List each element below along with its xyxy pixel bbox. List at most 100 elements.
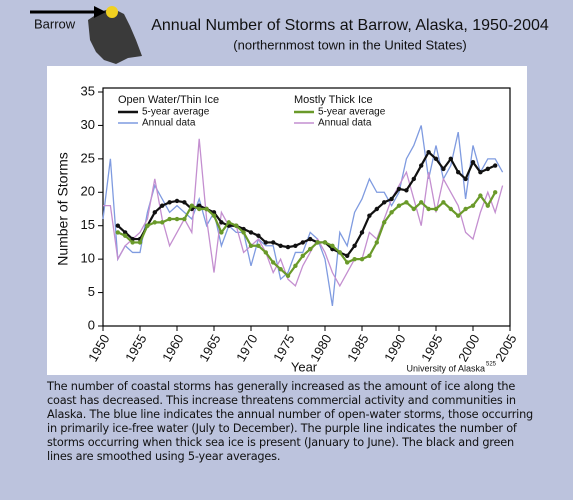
legend-label: 5-year average <box>142 107 210 118</box>
series-marker <box>308 236 313 242</box>
series-marker <box>389 210 394 215</box>
legend-group-title: Open Water/Thin Ice <box>118 94 219 106</box>
series-marker <box>485 203 490 208</box>
series-marker <box>485 166 490 172</box>
series-marker <box>374 206 379 212</box>
caption: The number of coastal storms has general… <box>47 380 534 463</box>
series-line <box>117 150 496 258</box>
series-marker <box>367 213 372 218</box>
series-marker <box>278 266 283 272</box>
series-marker <box>256 243 261 248</box>
location-label: Barrow <box>34 16 76 31</box>
series-line <box>117 191 497 278</box>
y-tick-label: 10 <box>81 251 95 266</box>
series-marker <box>419 200 424 205</box>
series-marker <box>285 244 291 250</box>
series-marker <box>219 230 224 235</box>
series-line <box>102 125 504 307</box>
series-marker <box>241 230 246 235</box>
series-marker <box>337 250 342 255</box>
series-marker <box>256 233 261 238</box>
series-marker <box>404 200 409 205</box>
series-marker <box>330 243 335 248</box>
arrow-head <box>94 6 106 18</box>
series-marker <box>300 253 305 258</box>
series-marker <box>204 206 209 212</box>
series-marker <box>367 253 372 258</box>
series-marker <box>448 206 453 212</box>
series-marker <box>426 206 431 212</box>
series-marker <box>293 243 298 248</box>
chart-subtitle: (northernmost town in the United States) <box>233 37 466 52</box>
chart: Barrow Annual Number of Storms at Barrow… <box>30 6 549 375</box>
series-marker <box>137 240 143 245</box>
series-marker <box>426 149 431 155</box>
legend-label: 5-year average <box>318 107 386 118</box>
series-marker <box>197 206 202 212</box>
series-marker <box>115 223 121 228</box>
chart-panel <box>47 66 527 375</box>
source-number: 525 <box>486 362 497 368</box>
series-marker <box>478 193 483 198</box>
series-marker <box>219 220 224 225</box>
chart-title: Annual Number of Storms at Barrow, Alask… <box>151 17 549 34</box>
legend-label: Annual data <box>318 118 372 129</box>
series-marker <box>441 166 446 172</box>
y-tick-label: 20 <box>81 184 95 199</box>
alaska-map <box>88 8 142 64</box>
series-marker <box>293 263 298 269</box>
series-marker <box>160 220 165 225</box>
series-marker <box>211 213 217 218</box>
series-marker <box>382 220 387 225</box>
series-marker <box>130 240 135 245</box>
series-marker <box>167 216 172 222</box>
series-marker <box>359 256 365 262</box>
series-marker <box>448 156 453 162</box>
series-marker <box>352 243 357 248</box>
series-marker <box>396 186 402 192</box>
series-marker <box>248 230 254 235</box>
series-marker <box>226 220 231 225</box>
series-marker <box>234 223 239 228</box>
y-axis-label: Number of Storms <box>55 152 71 266</box>
y-tick-label: 0 <box>88 317 95 332</box>
series-marker <box>123 230 128 235</box>
series-marker <box>315 240 320 245</box>
series-marker <box>404 188 409 193</box>
series-marker <box>285 273 291 279</box>
series-marker <box>308 246 313 252</box>
x-axis-label: Year <box>291 359 318 374</box>
legend-label: Annual data <box>142 118 196 129</box>
series-marker <box>493 163 498 168</box>
series-marker <box>189 203 194 208</box>
series-marker <box>433 156 439 162</box>
series-marker <box>271 240 276 245</box>
source: University of Alaska <box>406 363 485 373</box>
series-marker <box>456 170 461 175</box>
series-marker <box>145 223 150 228</box>
barrow-dot <box>106 6 118 18</box>
series-marker <box>382 200 387 205</box>
series-marker <box>248 243 254 248</box>
series-marker <box>493 190 498 195</box>
series-marker <box>152 210 157 215</box>
series-marker <box>263 250 268 255</box>
series-marker <box>470 203 476 208</box>
y-tick-label: 5 <box>88 284 95 299</box>
series-marker <box>441 200 446 205</box>
y-tick-label: 25 <box>81 150 95 165</box>
series-marker <box>160 203 165 208</box>
series-marker <box>123 233 128 238</box>
series-marker <box>389 196 394 202</box>
series-marker <box>278 243 283 248</box>
series-marker <box>197 203 202 208</box>
series-marker <box>456 213 461 218</box>
series-marker <box>411 176 416 182</box>
plot-frame <box>102 87 511 327</box>
series-marker <box>396 203 402 208</box>
y-tick-label: 35 <box>81 83 95 98</box>
series-marker <box>374 240 379 245</box>
series-marker <box>174 216 180 222</box>
series-marker <box>182 216 187 222</box>
